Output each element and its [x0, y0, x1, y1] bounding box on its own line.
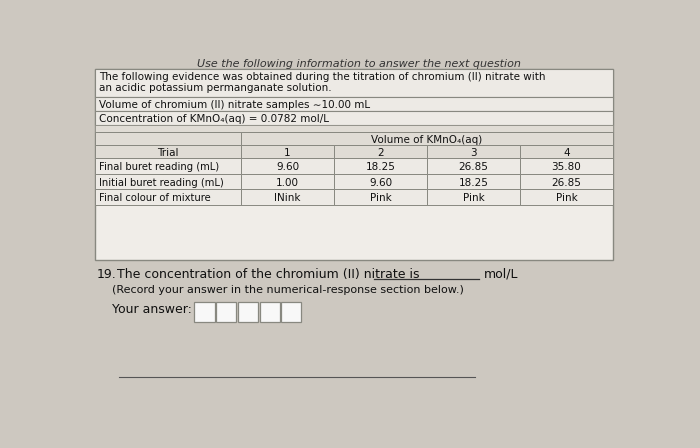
Text: Concentration of KMnO₄(aq) = 0.0782 mol/L: Concentration of KMnO₄(aq) = 0.0782 mol/… [99, 114, 329, 124]
Bar [520, 146, 613, 159]
Bar [520, 159, 613, 174]
Text: 35.80: 35.80 [552, 162, 581, 172]
Text: 9.60: 9.60 [276, 162, 299, 172]
Text: 26.85: 26.85 [458, 162, 489, 172]
Bar [95, 146, 241, 159]
Text: 1: 1 [284, 148, 290, 158]
Bar [427, 146, 520, 159]
Bar [260, 302, 280, 322]
Bar [95, 189, 241, 205]
Text: Pink: Pink [556, 193, 578, 203]
Text: Use the following information to answer the next question: Use the following information to answer … [197, 59, 521, 69]
Bar [334, 174, 427, 189]
Text: 1.00: 1.00 [276, 178, 299, 188]
Bar [241, 174, 334, 189]
Text: 26.85: 26.85 [552, 178, 582, 188]
Bar [95, 159, 241, 174]
Bar [427, 159, 520, 174]
Text: 18.25: 18.25 [365, 162, 396, 172]
Bar [95, 125, 613, 132]
Bar [238, 302, 258, 322]
Text: The following evidence was obtained during the titration of chromium (II) nitrat: The following evidence was obtained duri… [99, 72, 545, 82]
Bar [95, 69, 613, 260]
Bar [216, 302, 237, 322]
Bar [195, 302, 215, 322]
Text: Volume of KMnO₄(aq): Volume of KMnO₄(aq) [371, 134, 482, 145]
Bar [241, 189, 334, 205]
Bar [95, 111, 613, 125]
Text: Volume of chromium (II) nitrate samples ∼10.00 mL: Volume of chromium (II) nitrate samples … [99, 100, 370, 110]
Text: mol/L: mol/L [484, 268, 519, 281]
Text: Final colour of mixture: Final colour of mixture [99, 193, 211, 203]
Text: Pink: Pink [370, 193, 391, 203]
Text: Your answer:: Your answer: [112, 303, 192, 316]
Text: (Record your answer in the numerical-response section below.): (Record your answer in the numerical-res… [112, 285, 464, 295]
Text: 18.25: 18.25 [458, 178, 489, 188]
Bar [95, 174, 241, 189]
Bar [334, 189, 427, 205]
Text: Trial: Trial [158, 148, 179, 158]
Bar [241, 146, 334, 159]
Text: Initial buret reading (mL): Initial buret reading (mL) [99, 178, 224, 188]
Text: 19.: 19. [97, 268, 116, 281]
Text: 4: 4 [563, 148, 570, 158]
Bar [427, 174, 520, 189]
Text: Pink: Pink [463, 193, 484, 203]
Bar [95, 69, 613, 97]
Bar [520, 174, 613, 189]
Text: The concentration of the chromium (II) nitrate is: The concentration of the chromium (II) n… [117, 268, 419, 281]
Bar [427, 189, 520, 205]
Bar [334, 159, 427, 174]
Text: 2: 2 [377, 148, 384, 158]
Text: 3: 3 [470, 148, 477, 158]
Bar [334, 146, 427, 159]
Bar [241, 159, 334, 174]
Bar [520, 189, 613, 205]
Bar [95, 132, 241, 146]
Text: an acidic potassium permanganate solution.: an acidic potassium permanganate solutio… [99, 83, 332, 93]
Text: 9.60: 9.60 [369, 178, 392, 188]
Bar [241, 132, 613, 146]
Text: INink: INink [274, 193, 301, 203]
Bar [281, 302, 302, 322]
Text: Final buret reading (mL): Final buret reading (mL) [99, 162, 219, 172]
Bar [95, 97, 613, 111]
